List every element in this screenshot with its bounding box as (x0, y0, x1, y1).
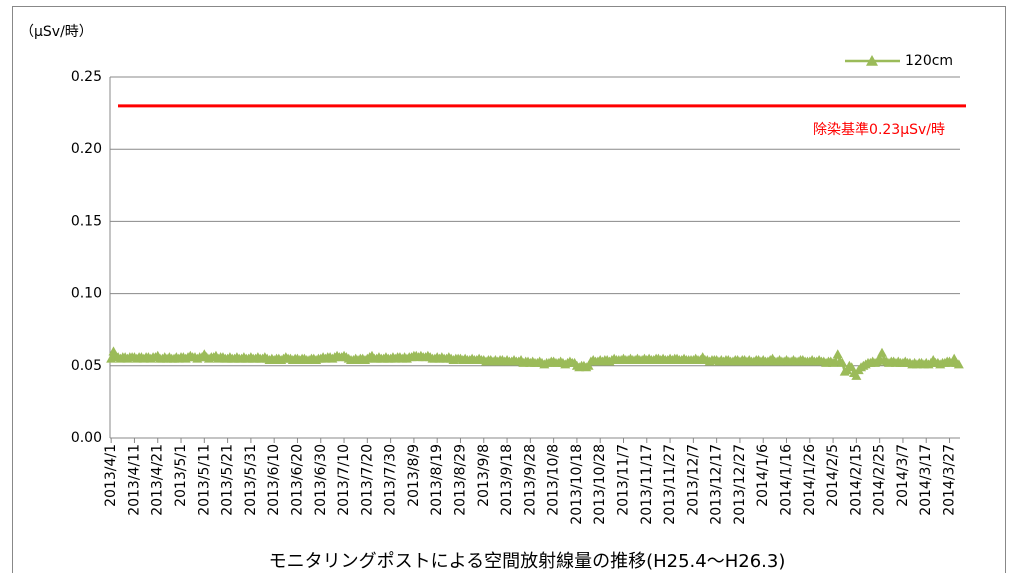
x-tick-label: 2013/10/18 (569, 444, 585, 525)
data-point (837, 357, 848, 367)
y-tick-label: 0.10 (71, 286, 102, 302)
threshold-label: 除染基準0.23μSv/時 (813, 121, 945, 138)
x-tick-label: 2013/5/21 (220, 444, 236, 516)
x-tick-label: 2013/8/29 (452, 444, 468, 516)
x-tick-label: 2013/9/8 (476, 444, 492, 507)
x-tick-label: 2014/1/6 (755, 444, 771, 507)
x-tick-label: 2014/2/25 (872, 444, 888, 516)
x-tick-label: 2013/7/20 (359, 444, 375, 516)
x-tick-label: 2013/8/9 (406, 444, 422, 507)
data-point (953, 359, 964, 369)
y-tick-label: 0.05 (71, 358, 102, 374)
y-axis-label: （μSv/時） (20, 24, 93, 40)
x-tick-label: 2014/3/27 (942, 444, 958, 516)
x-tick-label: 2013/12/7 (685, 444, 701, 516)
legend-label: 120cm (905, 53, 953, 69)
x-tick-label: 2013/4/21 (150, 444, 166, 516)
x-tick-label: 2013/6/30 (313, 444, 329, 516)
x-tick-label: 2013/12/27 (732, 444, 748, 525)
y-tick-label: 0.25 (71, 69, 102, 85)
x-tick-label: 2014/1/26 (802, 444, 818, 516)
x-tick-label: 2014/2/5 (825, 444, 841, 507)
x-tick-label: 2013/11/7 (615, 444, 631, 516)
x-tick-label: 2013/6/20 (289, 444, 305, 516)
x-tick-label: 2013/12/17 (709, 444, 725, 525)
x-tick-label: 2014/3/7 (895, 444, 911, 507)
data-point (851, 370, 862, 380)
x-tick-label: 2013/6/10 (266, 444, 282, 516)
x-tick-label: 2013/11/17 (639, 444, 655, 525)
y-tick-label: 0.00 (71, 430, 102, 446)
data-point (876, 347, 887, 357)
chart-title: モニタリングポストによる空間放射線量の推移(H25.4～H26.3) (269, 551, 786, 572)
data-point (832, 349, 843, 359)
y-tick-label: 0.20 (71, 141, 102, 157)
x-tick-label: 2013/8/19 (429, 444, 445, 516)
x-tick-label: 2014/2/15 (848, 444, 864, 516)
x-tick-label: 2013/9/18 (499, 444, 515, 516)
x-tick-label: 2013/4/11 (126, 444, 142, 516)
x-tick-label: 2013/4/1 (103, 444, 119, 507)
x-tick-label: 2013/10/8 (546, 444, 562, 516)
x-tick-label: 2013/7/30 (383, 444, 399, 516)
x-tick-label: 2013/5/31 (243, 444, 259, 516)
y-tick-label: 0.15 (71, 213, 102, 229)
chart-frame (12, 6, 1006, 573)
legend-marker (866, 55, 878, 66)
x-tick-label: 2013/5/11 (196, 444, 212, 516)
x-tick-label: 2013/5/1 (173, 444, 189, 507)
x-tick-label: 2014/1/16 (779, 444, 795, 516)
x-tick-label: 2013/9/28 (522, 444, 538, 516)
x-tick-label: 2013/11/27 (662, 444, 678, 525)
x-tick-label: 2013/7/10 (336, 444, 352, 516)
x-tick-label: 2014/3/17 (918, 444, 934, 516)
x-tick-label: 2013/10/28 (592, 444, 608, 525)
